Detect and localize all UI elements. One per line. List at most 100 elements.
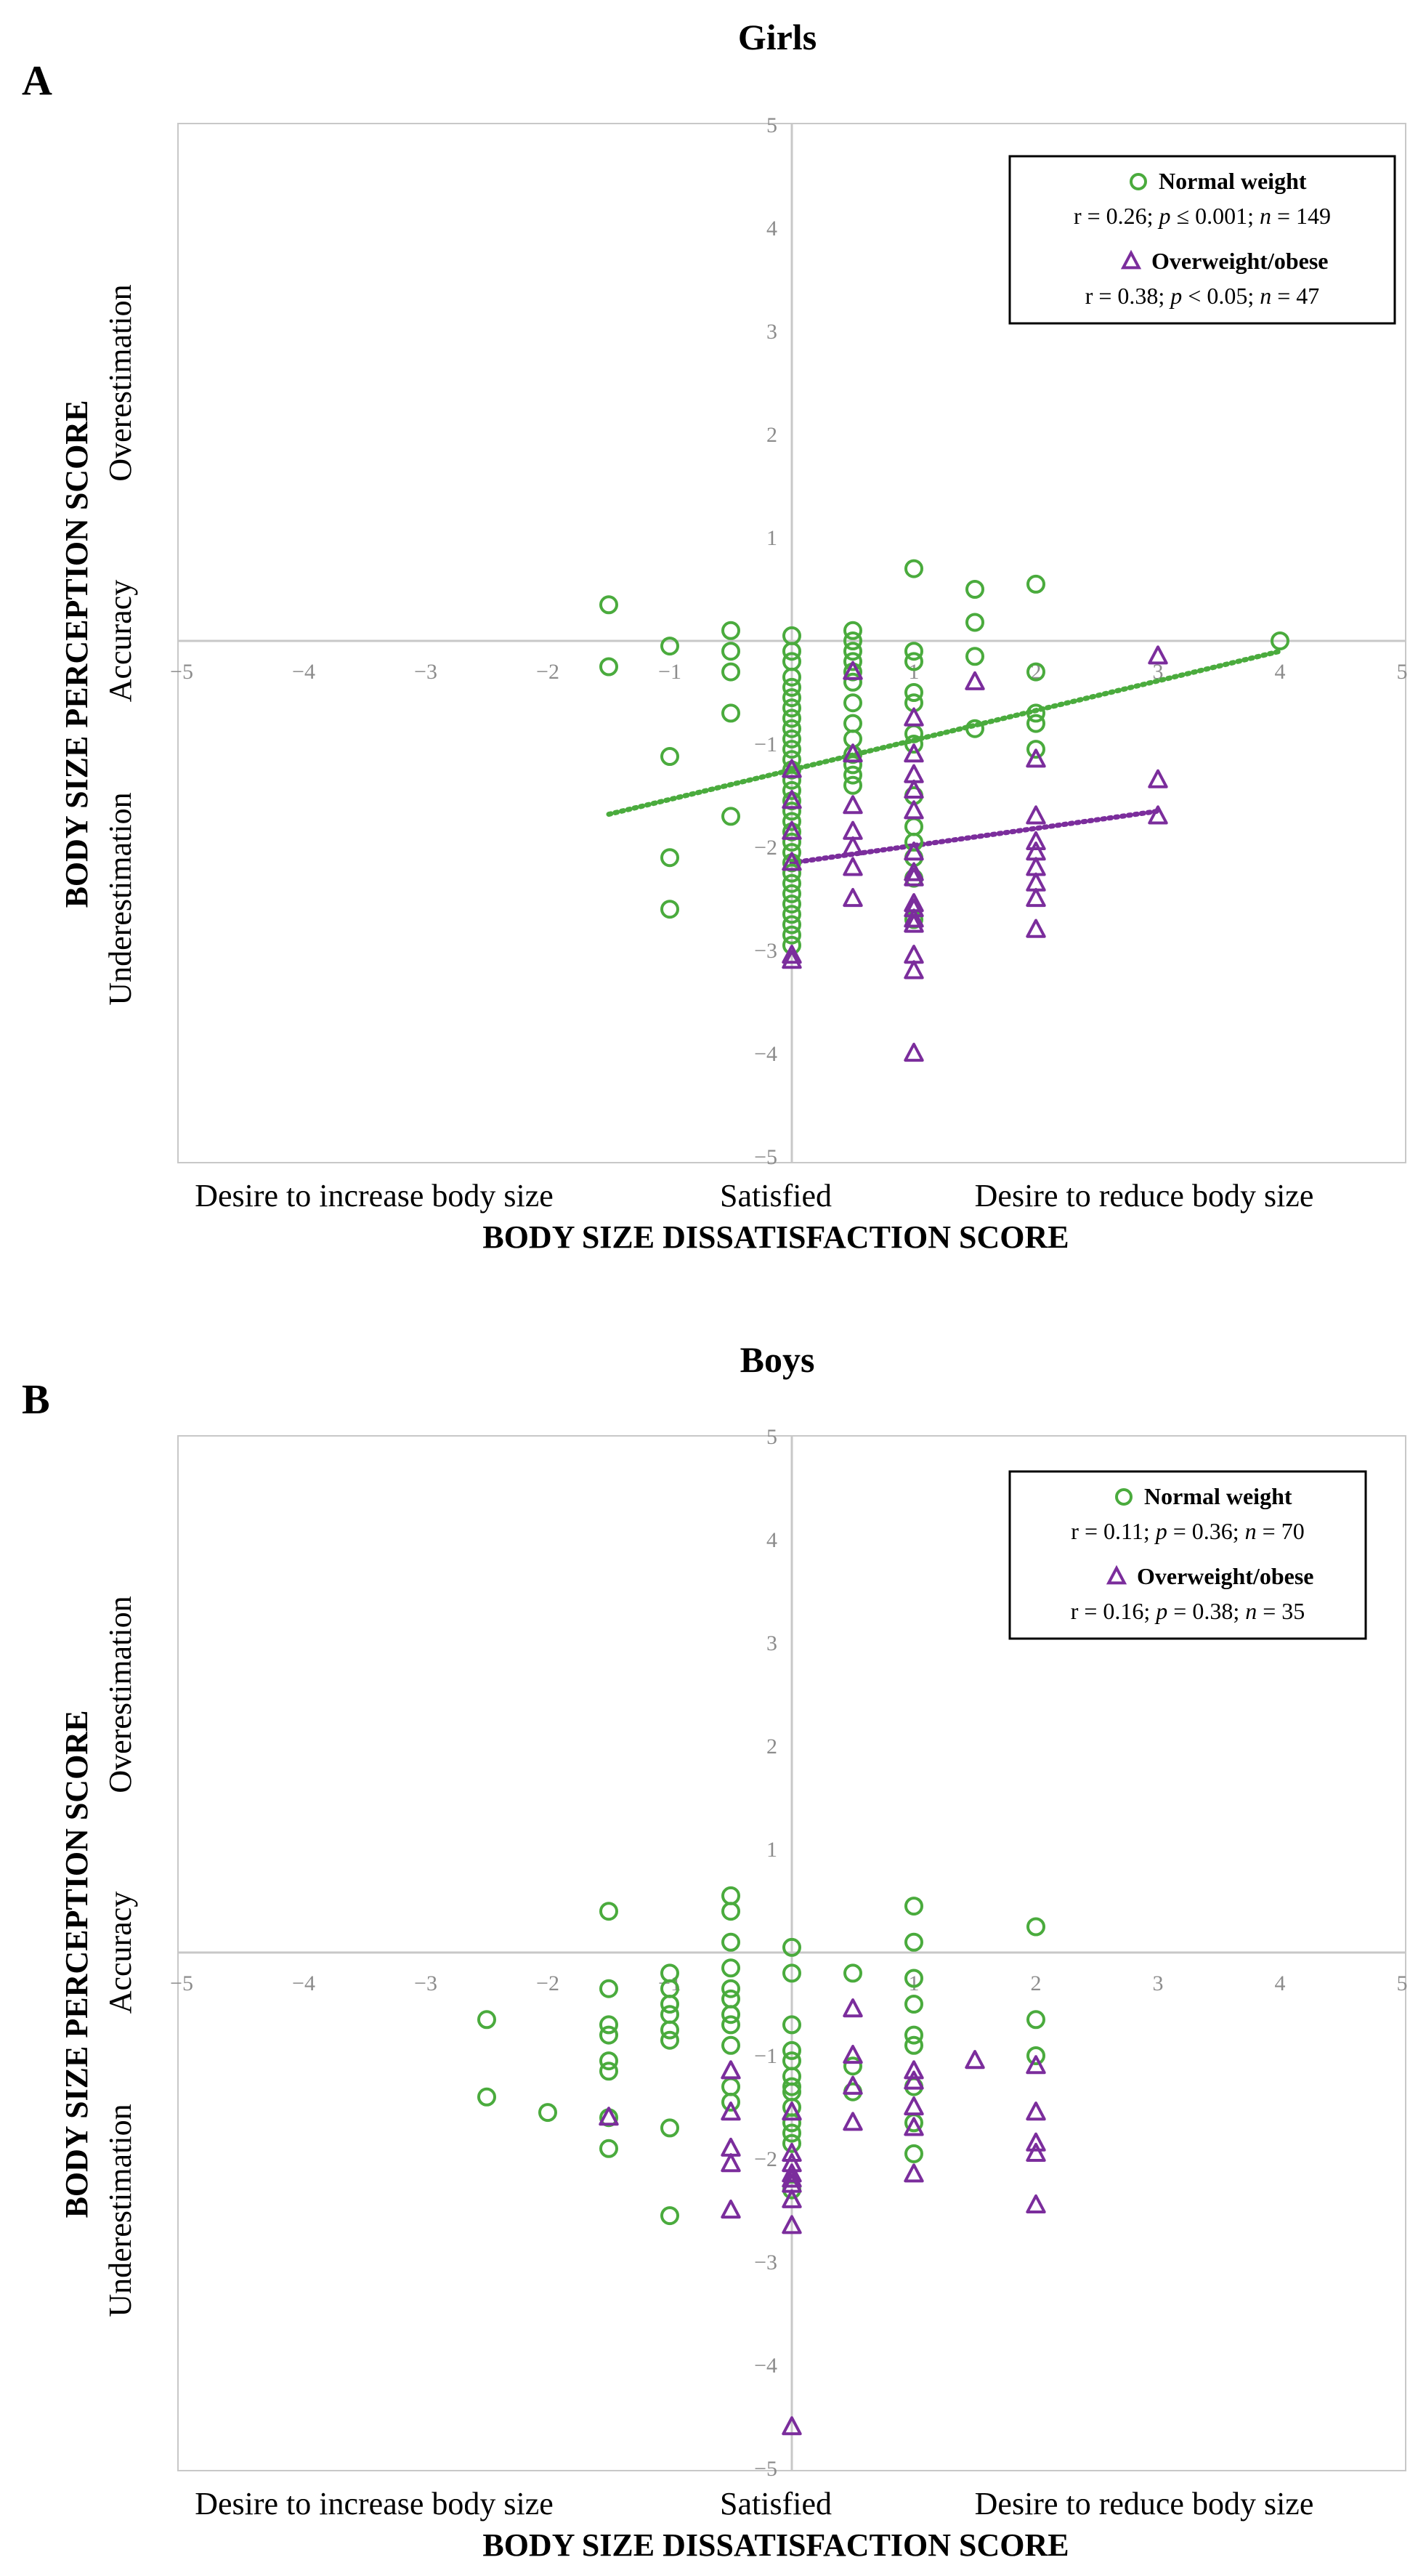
data-point [1026, 703, 1045, 723]
data-point [1026, 2194, 1046, 2213]
data-point [843, 693, 862, 713]
data-point [1148, 645, 1168, 665]
data-point [904, 683, 923, 702]
data-point [599, 1979, 618, 1998]
data-point [721, 2153, 741, 2173]
data-point [782, 2133, 801, 2153]
legend-box [1008, 155, 1396, 325]
data-point [599, 2139, 618, 2158]
data-point [782, 698, 801, 718]
data-point [904, 1897, 923, 1916]
data-point [1026, 2055, 1046, 2075]
data-point [599, 2107, 619, 2126]
data-point [904, 642, 923, 661]
data-point [782, 2040, 801, 2060]
data-point [904, 2060, 924, 2080]
y-tick-label: −2 [754, 2147, 777, 2171]
y-tick-label: 2 [766, 1735, 777, 1759]
data-point [965, 647, 984, 666]
x-tick-label: −4 [292, 1971, 315, 1995]
data-point [843, 652, 862, 671]
data-point [721, 2200, 741, 2219]
panel-title: Girls [738, 17, 817, 57]
x-tick-label: −2 [536, 1971, 559, 1995]
x-tick-label: 5 [1397, 660, 1408, 684]
data-point [660, 637, 679, 656]
legend-stats-part: = 47 [1271, 283, 1319, 309]
data-point [721, 642, 740, 661]
data-point [843, 755, 862, 775]
y-tick-label: −3 [754, 2250, 777, 2274]
legend-stats-part: n [1245, 1518, 1257, 1544]
y-tick-label: 2 [766, 423, 777, 447]
trend-line-normal [606, 648, 1283, 817]
data-point [782, 759, 802, 778]
y-tick-label: 3 [766, 1631, 777, 1655]
data-point [782, 1937, 801, 1957]
data-point [904, 743, 924, 763]
series-normal-weight [599, 559, 1289, 955]
data-point [965, 580, 984, 599]
data-point [782, 843, 801, 863]
data-point [782, 2142, 802, 2162]
y-tick-label: −1 [754, 2044, 777, 2068]
legend-series-name: Overweight/obese [1137, 1563, 1314, 1589]
y-tick-label: 5 [766, 1425, 777, 1449]
data-point [782, 852, 802, 871]
legend-stats-part: p [1158, 203, 1171, 229]
data-point [843, 2112, 863, 2131]
data-point [843, 836, 863, 856]
data-point [660, 2005, 679, 2024]
data-point [1026, 2010, 1045, 2030]
data-point [1026, 2132, 1046, 2152]
data-point [843, 765, 862, 785]
legend-series-name: Normal weight [1159, 168, 1307, 194]
data-point [782, 915, 801, 934]
legend-stats-part: r = 0.11; [1071, 1518, 1155, 1544]
legend-stats: r = 0.11; p = 0.36; n = 70 [1071, 1518, 1304, 1544]
data-point [1026, 1917, 1045, 1937]
data-point [843, 621, 862, 640]
legend-stats-part: n [1260, 283, 1271, 309]
data-point [1026, 918, 1046, 938]
x-tick-label: 4 [1275, 1971, 1286, 1995]
y-tick-label: 5 [766, 113, 777, 137]
legend-stats-part: = 0.38; [1167, 1598, 1245, 1624]
data-point [904, 1043, 924, 1062]
data-point [782, 905, 801, 924]
data-point [721, 807, 740, 826]
legend-stats: r = 0.38; p < 0.05; n = 47 [1085, 283, 1320, 309]
data-point [843, 642, 862, 661]
data-point [843, 2056, 862, 2076]
x-tick-label: 1 [909, 660, 920, 684]
data-point [965, 671, 985, 690]
data-point [660, 2206, 679, 2226]
data-point [782, 719, 801, 738]
data-point [843, 820, 863, 840]
data-point [843, 2045, 863, 2064]
x-region-label: Desire to reduce body size [975, 2486, 1314, 2522]
legend-triangle-icon [1106, 1564, 1127, 1585]
data-point [965, 613, 984, 632]
y-axis-title: BODY SIZE PERCEPTION SCORE [59, 1711, 94, 2218]
data-point [782, 2163, 802, 2183]
x-tick-label: −5 [170, 1971, 193, 1995]
data-point [721, 1902, 740, 1921]
legend-triangle-icon [1120, 249, 1142, 270]
data-point [721, 1932, 740, 1952]
x-tick-label: 2 [1031, 1971, 1042, 1995]
data-point [843, 714, 862, 733]
panel-label: A [22, 57, 52, 104]
legend-circle-icon [1130, 173, 1147, 190]
panel-label: B [22, 1376, 50, 1423]
data-point [843, 857, 863, 876]
data-point [477, 2010, 496, 2030]
data-point [904, 2070, 924, 2090]
x-tick-label: 3 [1153, 1971, 1164, 1995]
x-region-label: Desire to reduce body size [975, 1178, 1314, 1214]
data-point [599, 1902, 618, 1921]
legend-series-name: Normal weight [1144, 1483, 1292, 1509]
legend-stats: r = 0.26; p ≤ 0.001; n = 149 [1074, 203, 1331, 229]
data-point [782, 945, 802, 964]
data-point [721, 2060, 741, 2080]
